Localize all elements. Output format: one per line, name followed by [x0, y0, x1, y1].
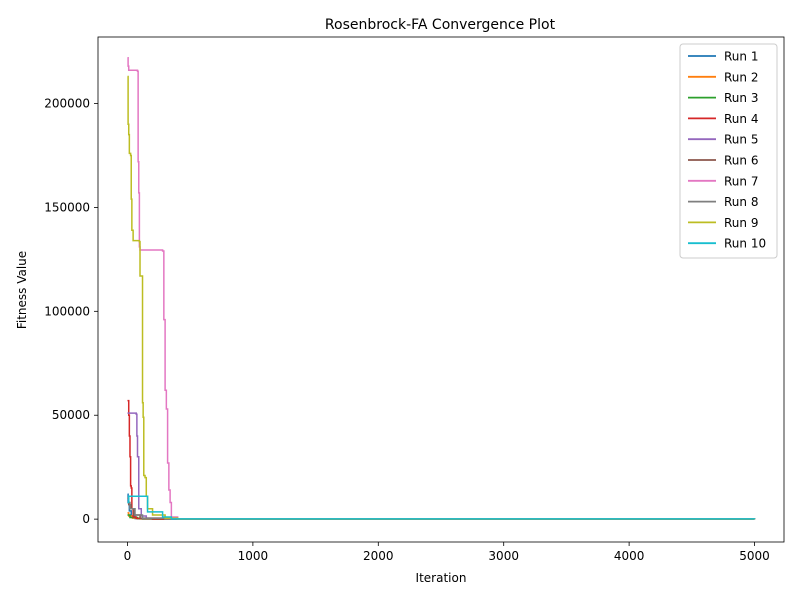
y-tick-label: 50000 [52, 408, 90, 422]
x-tick-label: 4000 [614, 549, 645, 563]
chart-title: Rosenbrock-FA Convergence Plot [325, 17, 556, 33]
legend: Run 1 Run 2 Run 3 Run 4 Run 5 Run 6 Run 7 Run 8… [679, 43, 778, 259]
series-line-run-10 [127, 495, 756, 520]
legend-label: Run 5 [724, 133, 758, 147]
y-tick-label: 150000 [44, 200, 90, 214]
legend-label: Run 9 [724, 216, 758, 230]
y-axis: 0 50000 100000 150000 200000 [44, 97, 98, 526]
x-tick-label: 5000 [739, 549, 770, 563]
x-tick-label: 3000 [488, 549, 519, 563]
legend-label: Run 7 [724, 174, 758, 188]
legend-label: Run 8 [724, 195, 758, 209]
legend-label: Run 2 [724, 70, 758, 84]
plot-frame [97, 36, 785, 543]
y-axis-label: Fitness Value [15, 251, 29, 329]
series-group [127, 57, 756, 520]
legend-label: Run 4 [724, 112, 758, 126]
legend-label: Run 3 [724, 91, 758, 105]
y-tick-label: 100000 [44, 304, 90, 318]
x-tick-label: 0 [124, 549, 132, 563]
series-line-run-7 [127, 57, 756, 520]
legend-label: Run 10 [724, 237, 766, 251]
x-axis-label: Iteration [416, 571, 467, 585]
plot-area [98, 37, 784, 542]
x-tick-label: 1000 [238, 549, 269, 563]
y-tick-label: 200000 [44, 97, 90, 111]
x-tick-label: 2000 [363, 549, 394, 563]
x-axis: 0 1000 2000 3000 4000 5000 [124, 542, 770, 563]
legend-label: Run 1 [724, 50, 758, 64]
legend-label: Run 6 [724, 154, 758, 168]
y-tick-label: 0 [82, 512, 90, 526]
